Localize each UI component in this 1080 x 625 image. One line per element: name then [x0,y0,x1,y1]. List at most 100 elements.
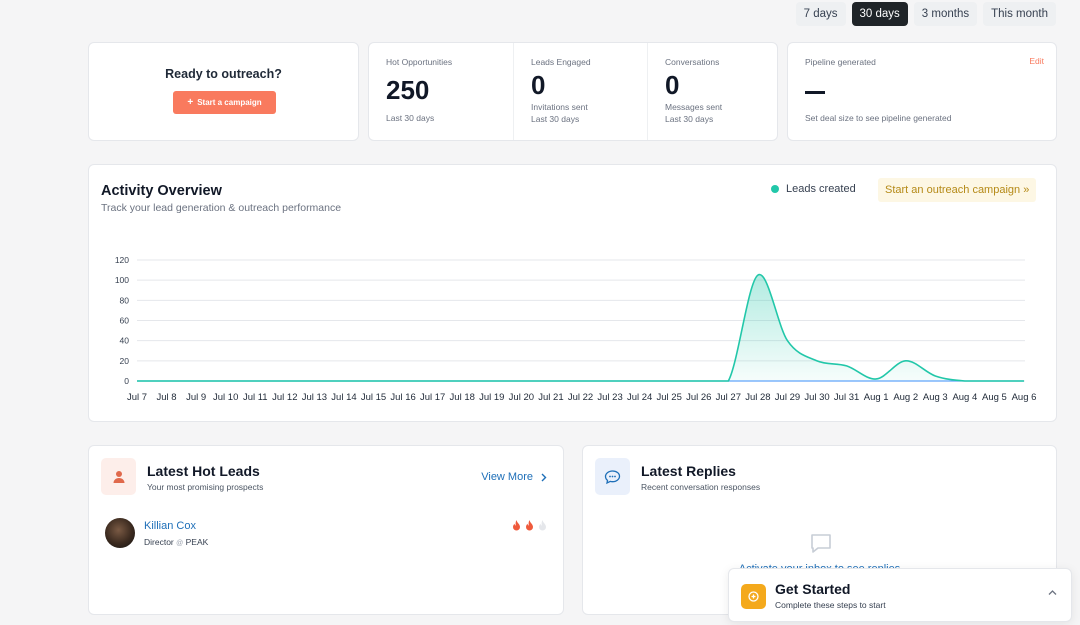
get-started-title: Get Started [775,581,851,597]
plus-icon: + [187,96,194,108]
stat-sub: Messages sent [665,102,723,112]
activity-overview-card: Activity Overview Track your lead genera… [88,164,1057,422]
hot-leads-title: Latest Hot Leads [147,463,260,479]
lead-job-title: Director [144,537,174,547]
lead-company: PEAK [185,537,209,547]
x-tick-label: Aug 1 [864,392,889,403]
x-tick-label: Jul 26 [686,392,711,403]
x-tick-label: Jul 11 [243,392,268,403]
pipeline-empty-dash [805,91,825,94]
stat-value: 0 [665,70,680,100]
x-tick-label: Jul 8 [157,392,177,403]
fire-icon [539,520,546,531]
view-more-link[interactable]: View More [481,471,547,483]
series-area-leads-created [137,274,1024,381]
empty-message-icon [811,534,831,553]
avatar [105,518,135,548]
pipeline-label: Pipeline generated [805,57,876,67]
get-started-widget[interactable]: Get Started Complete these steps to star… [728,568,1072,622]
x-tick-label: Jul 10 [213,392,238,403]
outreach-title: Ready to outreach? [165,67,282,81]
chat-bubble-icon [595,458,630,495]
pipeline-card: Pipeline generated Edit Set deal size to… [787,42,1057,141]
x-tick-label: Jul 14 [331,392,356,403]
x-tick-label: Jul 7 [127,392,147,403]
rocket-icon [741,584,766,609]
stat-value: 250 [386,75,430,105]
x-tick-label: Jul 23 [597,392,622,403]
stats-card: Hot Opportunities 250 Last 30 days Leads… [368,42,778,141]
y-tick-label: 100 [115,275,129,285]
stat-value: 0 [531,70,546,100]
x-tick-label: Jul 29 [775,392,800,403]
stat-label: Hot Opportunities [386,57,453,67]
y-tick-label: 60 [120,316,130,326]
stat-sub: Last 30 days [386,113,435,123]
x-tick-label: Aug 3 [923,392,948,403]
activity-title: Activity Overview [101,183,222,199]
get-started-subtitle: Complete these steps to start [775,600,886,610]
lead-name[interactable]: Killian Cox [144,520,196,532]
y-tick-label: 0 [124,376,129,386]
date-range-tabs: 7 days 30 days 3 months This month [795,2,1056,26]
stat-leads-engaged: Leads Engaged 0 Invitations sent Last 30… [513,43,647,140]
chevron-up-icon[interactable] [1048,589,1057,596]
activity-subtitle: Track your lead generation & outreach pe… [101,202,342,214]
x-tick-label: Jul 9 [186,392,206,403]
fire-icon [526,520,533,531]
x-tick-label: Aug 2 [893,392,918,403]
stat-label: Conversations [665,57,720,67]
x-tick-label: Jul 15 [361,392,386,403]
heat-level [512,520,547,531]
x-tick-label: Jul 18 [450,392,475,403]
x-tick-label: Jul 28 [745,392,770,403]
stat-sub: Last 30 days [531,114,580,124]
x-tick-label: Jul 24 [627,392,652,403]
chart-legend: Leads created [771,183,856,195]
start-campaign-button[interactable]: + Start a campaign [173,91,276,114]
hot-leads-subtitle: Your most promising prospects [147,482,264,492]
stat-sub: Last 30 days [665,114,714,124]
stat-label: Leads Engaged [531,57,591,67]
range-tab-30-days[interactable]: 30 days [851,2,908,26]
start-campaign-label: Start a campaign [197,98,262,107]
x-tick-label: Jul 21 [538,392,563,403]
hot-leads-person-icon [101,458,136,495]
x-tick-label: Jul 25 [657,392,682,403]
stat-sub: Invitations sent [531,102,588,112]
x-tick-label: Jul 31 [834,392,859,403]
stat-hot-opportunities: Hot Opportunities 250 Last 30 days [369,43,513,140]
x-tick-label: Jul 12 [272,392,297,403]
replies-title: Latest Replies [641,463,736,479]
y-tick-label: 20 [120,356,130,366]
x-tick-label: Jul 30 [804,392,829,403]
x-tick-label: Jul 20 [509,392,534,403]
latest-hot-leads-card: Latest Hot Leads Your most promising pro… [88,445,564,615]
x-tick-label: Jul 13 [302,392,327,403]
outreach-card: Ready to outreach? + Start a campaign [88,42,359,141]
lead-row[interactable]: Killian Cox Director @ PEAK [105,518,547,550]
start-outreach-campaign-link[interactable]: Start an outreach campaign » [878,178,1037,202]
y-tick-label: 120 [115,255,129,265]
x-tick-label: Jul 17 [420,392,445,403]
range-tab-3-months[interactable]: 3 months [913,2,978,26]
replies-subtitle: Recent conversation responses [641,482,761,492]
pipeline-subtext: Set deal size to see pipeline generated [805,113,952,123]
stat-conversations: Conversations 0 Messages sent Last 30 da… [647,43,777,140]
x-tick-label: Jul 22 [568,392,593,403]
legend-dot-icon [771,185,779,193]
view-more-label: View More [481,471,533,483]
y-tick-label: 40 [120,336,130,346]
legend-label: Leads created [786,183,856,195]
pipeline-edit-button[interactable]: Edit [1029,56,1044,66]
x-tick-label: Jul 27 [716,392,741,403]
lead-title: Director @ PEAK [144,537,208,547]
range-tab-this-month[interactable]: This month [983,2,1056,26]
x-tick-label: Aug 4 [952,392,977,403]
x-tick-label: Aug 6 [1012,392,1037,403]
range-tab-7-days[interactable]: 7 days [795,2,846,26]
at-icon: @ [176,540,184,547]
x-tick-label: Jul 19 [479,392,504,403]
y-tick-label: 80 [120,295,130,305]
leads-created-chart: 0 20 40 60 80 100 120 Jul 7 Jul 8 Jul 9 Jul 10 Jul … [115,255,1037,403]
